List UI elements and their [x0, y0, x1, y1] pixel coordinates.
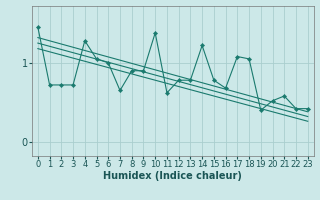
X-axis label: Humidex (Indice chaleur): Humidex (Indice chaleur) [103, 171, 242, 181]
